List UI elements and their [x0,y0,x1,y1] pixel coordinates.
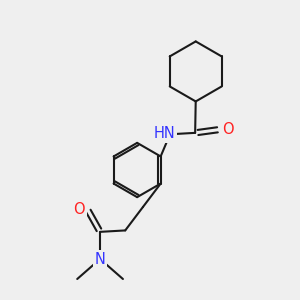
Text: O: O [74,202,85,217]
Text: HN: HN [154,126,176,141]
Text: O: O [223,122,234,137]
Text: N: N [94,251,106,266]
